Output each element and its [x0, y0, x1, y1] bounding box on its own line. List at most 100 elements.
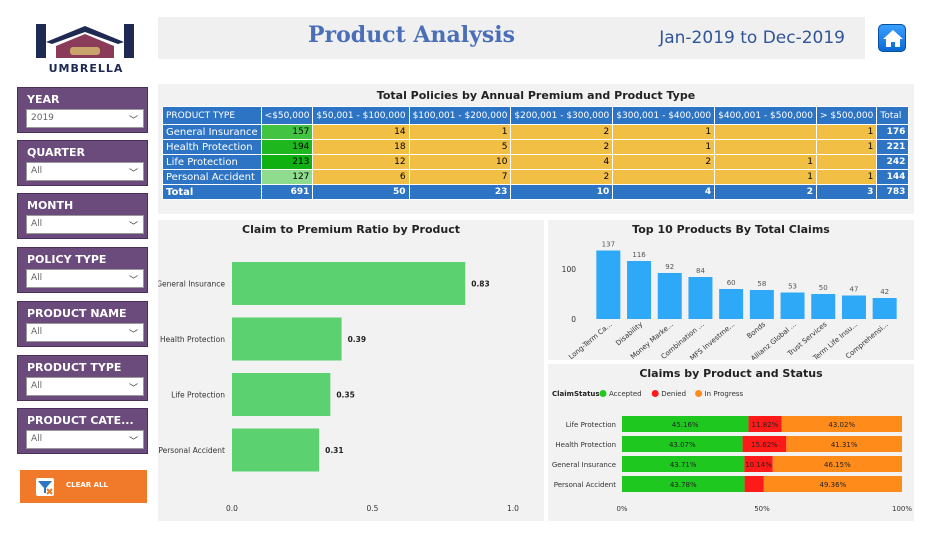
- row-total: 176: [876, 124, 910, 140]
- clear-all-label: CLEAR ALL: [66, 481, 108, 489]
- row-total: 144: [876, 169, 910, 185]
- page-title: Product Analysis: [308, 22, 515, 48]
- table-cell: 5: [408, 139, 512, 155]
- header-bar: Product Analysis Jan-2019 to Dec-2019: [158, 17, 865, 59]
- bar: [811, 294, 836, 319]
- top-products-chart: Top 10 Products By Total Claims 0 100 137 Lo…: [562, 223, 897, 363]
- dropdown-value: All: [31, 327, 43, 337]
- table-cell: 6: [312, 169, 410, 185]
- bar-segment: [622, 456, 745, 472]
- clear-filter-icon: [36, 478, 54, 496]
- bar-segment: [772, 456, 902, 472]
- table-cell: [815, 154, 878, 170]
- legend-dot: [695, 390, 703, 397]
- column-header[interactable]: PRODUCT TYPE: [162, 106, 262, 125]
- table-cell: 1: [714, 169, 817, 185]
- top-products-panel: Top 10 Products By Total Claims 0 100 137 Lo…: [548, 220, 914, 363]
- product-category-dropdown[interactable]: All ﹀: [26, 430, 144, 449]
- slicer-label: POLICY TYPE: [27, 253, 107, 266]
- row-total: 242: [876, 154, 910, 170]
- column-header[interactable]: <$50,000: [260, 106, 314, 125]
- data-label: 92: [665, 263, 674, 271]
- row-label: General Insurance: [162, 124, 262, 140]
- bar-segment: [744, 476, 764, 492]
- bar-segment: [763, 476, 902, 492]
- data-label: 49.36%: [820, 481, 847, 489]
- category-label: Long-Term Ca...: [567, 320, 613, 360]
- column-header[interactable]: $100,001 - $200,000: [408, 106, 512, 125]
- column-header[interactable]: Total: [876, 106, 910, 125]
- table-cell: 1: [612, 139, 716, 155]
- clear-all-button[interactable]: CLEAR ALL: [20, 470, 147, 503]
- bar: [657, 273, 682, 319]
- legend-title: ClaimStatus: [552, 390, 600, 398]
- chevron-down-icon: ﹀: [128, 437, 138, 447]
- bar-segment: [622, 476, 745, 492]
- bar: [232, 262, 466, 305]
- data-label: 58: [757, 280, 766, 288]
- column-header[interactable]: $200,001 - $300,000: [510, 106, 614, 125]
- table-cell: 4: [510, 154, 614, 170]
- chart-title: Claims by Product and Status: [639, 367, 823, 380]
- category-label: Personal Accident: [158, 446, 225, 455]
- claim-ratio-chart: Claim to Premium Ratio by Product General…: [156, 223, 519, 513]
- table-cell: 1: [408, 124, 512, 140]
- table-cell: [714, 139, 817, 155]
- table-cell: 10: [408, 154, 512, 170]
- table-cell: 10: [510, 184, 614, 200]
- data-label: 15.62%: [751, 441, 778, 449]
- table-cell: 3: [815, 184, 878, 200]
- umbrella-logo: UMBRELLA: [30, 20, 140, 76]
- bar: [232, 317, 342, 361]
- category-label: Personal Accident: [554, 481, 616, 489]
- row-total: 783: [876, 184, 910, 200]
- table-cell: 2: [612, 154, 716, 170]
- data-label: 47: [849, 286, 858, 294]
- date-range: Jan-2019 to Dec-2019: [659, 28, 845, 48]
- dropdown-value: All: [31, 381, 43, 391]
- bar-segment: [622, 416, 749, 432]
- claim-ratio-panel: Claim to Premium Ratio by Product General…: [156, 220, 544, 521]
- bar: [627, 261, 652, 319]
- claims-status-chart: Claims by Product and Status ClaimStatus A…: [552, 367, 913, 513]
- table-row: Health Protection 194 18 5 2 1 1 221: [162, 139, 910, 155]
- quarter-dropdown[interactable]: All ﹀: [26, 162, 144, 181]
- y-tick-label: 0: [571, 315, 576, 324]
- data-label: 11.82%: [752, 421, 779, 429]
- policy-type-dropdown[interactable]: All ﹀: [26, 269, 144, 288]
- column-header[interactable]: $50,001 - $100,000: [312, 106, 410, 125]
- category-label: Health Protection: [160, 335, 225, 344]
- dropdown-value: All: [31, 219, 43, 229]
- legend-dot: [651, 390, 659, 397]
- chevron-down-icon: ﹀: [128, 169, 138, 179]
- column-header[interactable]: $400,001 - $500,000: [714, 106, 817, 125]
- data-label: 84: [696, 267, 705, 275]
- chevron-down-icon: ﹀: [128, 222, 138, 232]
- x-tick-label: 0%: [616, 505, 627, 513]
- dropdown-value: All: [31, 273, 43, 283]
- bar: [872, 298, 897, 319]
- data-label: 43.71%: [670, 461, 697, 469]
- x-tick-label: 1.0: [507, 504, 519, 513]
- column-header[interactable]: $300,001 - $400,000: [612, 106, 716, 125]
- chart-title: Claim to Premium Ratio by Product: [242, 223, 460, 236]
- month-dropdown[interactable]: All ﹀: [26, 215, 144, 234]
- data-label: 10.14%: [745, 461, 772, 469]
- table-cell: [612, 169, 716, 185]
- row-label: Life Protection: [162, 154, 262, 170]
- bar-segment: [786, 436, 902, 452]
- product-type-dropdown[interactable]: All ﹀: [26, 377, 144, 396]
- product-name-dropdown[interactable]: All ﹀: [26, 323, 144, 342]
- home-button[interactable]: [878, 24, 906, 52]
- category-label: Health Protection: [555, 441, 616, 449]
- table-cell: 1: [612, 124, 716, 140]
- column-header[interactable]: > $500,000: [815, 106, 878, 125]
- x-tick-label: 50%: [754, 505, 770, 513]
- table-title: Total Policies by Annual Premium and Pro…: [376, 89, 696, 102]
- x-tick-label: 100%: [892, 505, 912, 513]
- year-dropdown[interactable]: 2019 ﹀: [26, 109, 144, 128]
- category-label: Life Protection: [171, 391, 225, 400]
- table-row: General Insurance 157 14 1 2 1 1 176: [162, 124, 910, 140]
- slicer-label: YEAR: [27, 93, 60, 106]
- slicer-month: MONTH All ﹀: [17, 193, 148, 239]
